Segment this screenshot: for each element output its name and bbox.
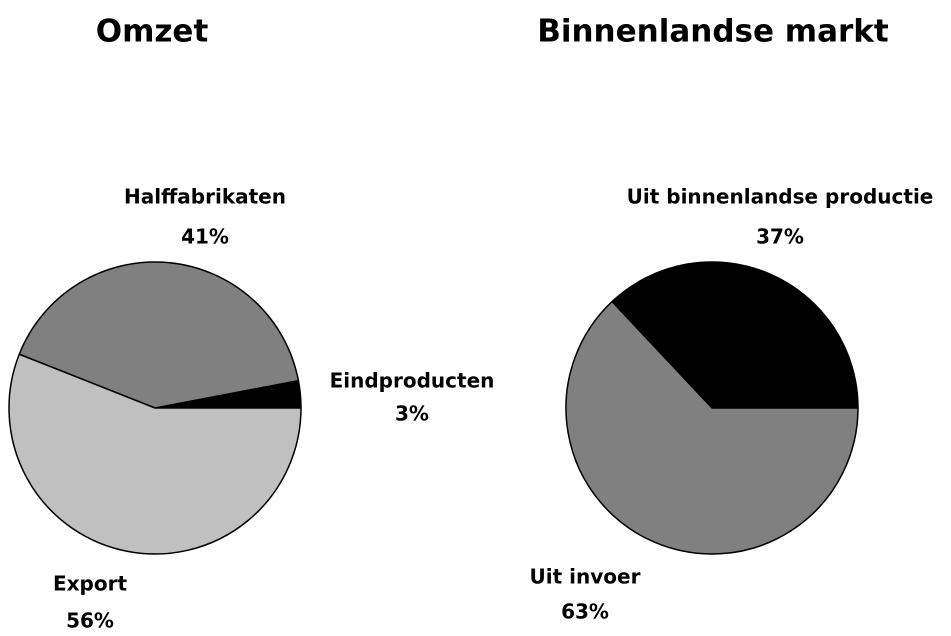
slice-label: Uit invoer [530,565,641,589]
slice-value: 41% [181,225,229,249]
pie-slice [8,353,302,555]
slice-label: Export [53,572,127,596]
slice-label: Halffabrikaten [124,185,286,209]
pie-slice [18,261,300,409]
slice-value: 37% [756,225,804,249]
slice-label: Eindproducten [330,369,495,393]
pie-slice [565,300,859,555]
pie-slice [611,261,859,409]
slice-label: Uit binnenlandse productie [627,185,934,209]
slice-value: 63% [561,600,609,624]
chart-title: Omzet [96,14,209,50]
slice-value: 56% [66,609,114,633]
chart-title: Binnenlandse markt [537,14,889,50]
slice-value: 3% [395,402,429,426]
